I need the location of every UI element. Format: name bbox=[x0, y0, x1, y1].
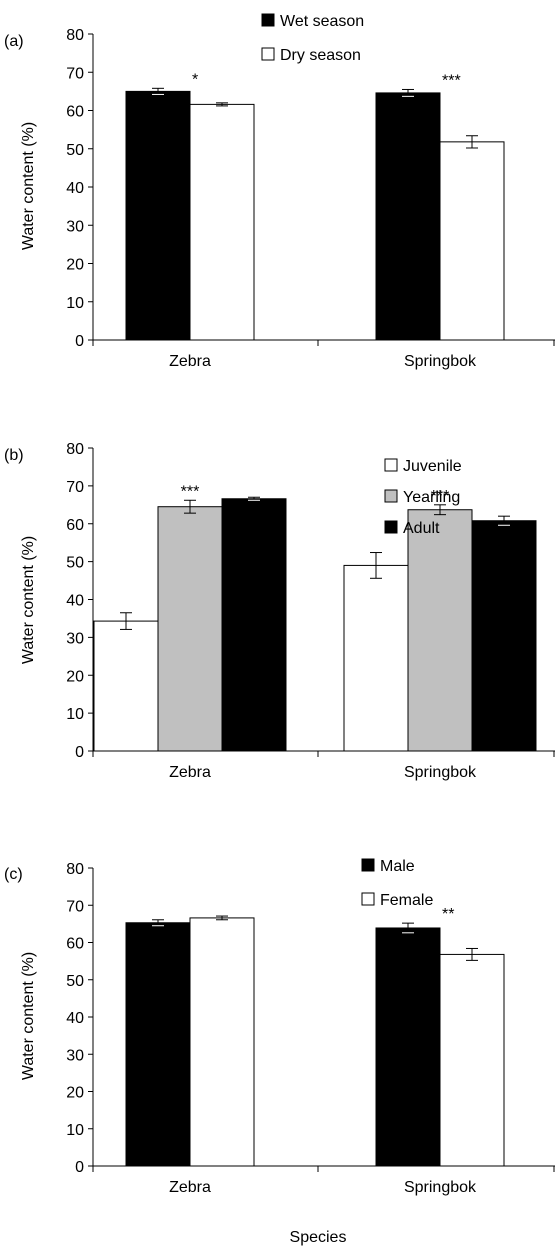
x-tick-label: Zebra bbox=[169, 764, 211, 781]
bar bbox=[93, 620, 159, 752]
significance-marker: * bbox=[192, 71, 198, 88]
panel-label: (c) bbox=[4, 866, 23, 883]
y-tick-label: 60 bbox=[66, 517, 84, 534]
y-tick-label: 60 bbox=[66, 104, 84, 121]
y-tick-label: 80 bbox=[66, 861, 84, 878]
y-tick-label: 70 bbox=[66, 479, 84, 496]
y-tick-label: 30 bbox=[66, 218, 84, 235]
y-axis-label: Water content (%) bbox=[20, 536, 37, 664]
bar bbox=[471, 520, 537, 752]
chart-panel-3: (c) 0 10 20 30 40 50 60 70 80 Water content (%) Zeb… bbox=[4, 858, 555, 1246]
y-tick-label: 0 bbox=[75, 744, 84, 761]
y-tick-label: 40 bbox=[66, 180, 84, 197]
y-tick-label: 20 bbox=[66, 668, 84, 685]
significance-marker: *** bbox=[181, 483, 200, 500]
y-axis-label: Water content (%) bbox=[20, 122, 37, 250]
y-tick-label: 0 bbox=[75, 1159, 84, 1176]
y-tick-label: 60 bbox=[66, 936, 84, 953]
significance-marker: *** bbox=[442, 72, 461, 89]
x-tick-label: Zebra bbox=[169, 1179, 211, 1196]
y-axis-label: Water content (%) bbox=[20, 952, 37, 1080]
legend-swatch bbox=[384, 489, 398, 503]
panel-label: (b) bbox=[4, 447, 24, 464]
y-tick-label: 0 bbox=[75, 333, 84, 350]
bar bbox=[439, 141, 505, 341]
y-tick-label: 40 bbox=[66, 593, 84, 610]
chart-panel-1: (a) 0 10 20 30 40 50 60 70 80 Water content (%) Zeb… bbox=[4, 13, 555, 370]
bar bbox=[157, 506, 223, 752]
bar bbox=[343, 564, 409, 752]
bar bbox=[125, 90, 191, 341]
x-tick-label: Springbok bbox=[404, 764, 477, 781]
legend-swatch bbox=[261, 13, 275, 27]
y-tick-label: 70 bbox=[66, 65, 84, 82]
x-tick-label: Zebra bbox=[169, 353, 211, 370]
legend-label: Juvenile bbox=[403, 458, 462, 475]
significance-marker: *** bbox=[431, 488, 450, 505]
y-tick-label: 10 bbox=[66, 295, 84, 312]
y-tick-label: 10 bbox=[66, 1122, 84, 1139]
x-tick-label: Springbok bbox=[404, 1179, 477, 1196]
bar bbox=[407, 509, 473, 752]
y-tick-label: 20 bbox=[66, 257, 84, 274]
y-tick-label: 40 bbox=[66, 1010, 84, 1027]
bar bbox=[125, 922, 191, 1167]
legend-label: Wet season bbox=[280, 13, 364, 30]
x-axis-label: Species bbox=[290, 1229, 347, 1246]
legend-swatch bbox=[361, 858, 375, 872]
legend-label: Adult bbox=[403, 520, 440, 537]
y-tick-label: 30 bbox=[66, 630, 84, 647]
legend-label: Dry season bbox=[280, 47, 361, 64]
bar bbox=[189, 103, 255, 341]
y-tick-label: 80 bbox=[66, 27, 84, 44]
bar bbox=[189, 917, 255, 1167]
legend-swatch bbox=[361, 892, 375, 906]
legend-label: Yearling bbox=[403, 489, 460, 506]
x-tick-label: Springbok bbox=[404, 353, 477, 370]
legend-label: Female bbox=[380, 892, 433, 909]
legend-swatch bbox=[384, 520, 398, 534]
significance-marker: ** bbox=[442, 906, 454, 923]
y-tick-label: 80 bbox=[66, 441, 84, 458]
y-tick-label: 20 bbox=[66, 1085, 84, 1102]
legend-swatch bbox=[384, 458, 398, 472]
bar bbox=[375, 92, 441, 341]
panel-label: (a) bbox=[4, 33, 24, 50]
legend-label: Male bbox=[380, 858, 415, 875]
y-tick-label: 50 bbox=[66, 555, 84, 572]
chart-panel-2: (b) 0 10 20 30 40 50 60 70 80 Water content (%) Zeb… bbox=[4, 441, 555, 781]
y-tick-label: 30 bbox=[66, 1047, 84, 1064]
y-tick-label: 70 bbox=[66, 898, 84, 915]
y-tick-label: 10 bbox=[66, 706, 84, 723]
bar bbox=[375, 927, 441, 1167]
y-tick-label: 50 bbox=[66, 973, 84, 990]
legend-swatch bbox=[261, 47, 275, 61]
bar bbox=[221, 498, 287, 752]
bar bbox=[439, 953, 505, 1167]
y-tick-label: 50 bbox=[66, 142, 84, 159]
